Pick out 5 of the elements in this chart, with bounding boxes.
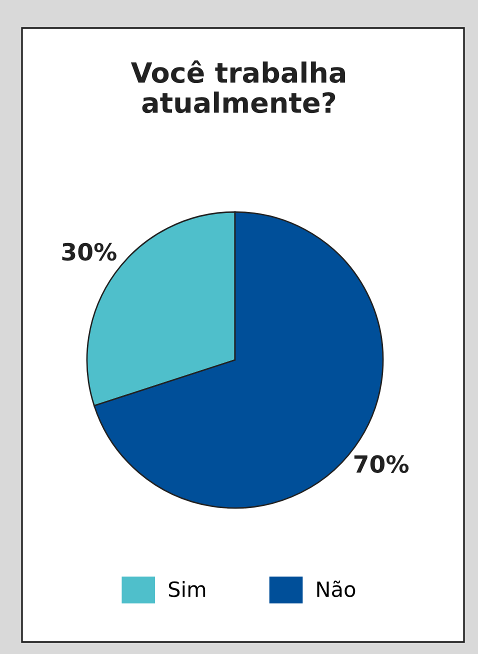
data-label: 70% (354, 455, 409, 473)
data-label: 30% (62, 242, 116, 261)
legend-label: Sim (168, 580, 206, 598)
chart-title: Você trabalha atualmente? (130, 60, 346, 114)
legend-label: Não (317, 580, 356, 598)
